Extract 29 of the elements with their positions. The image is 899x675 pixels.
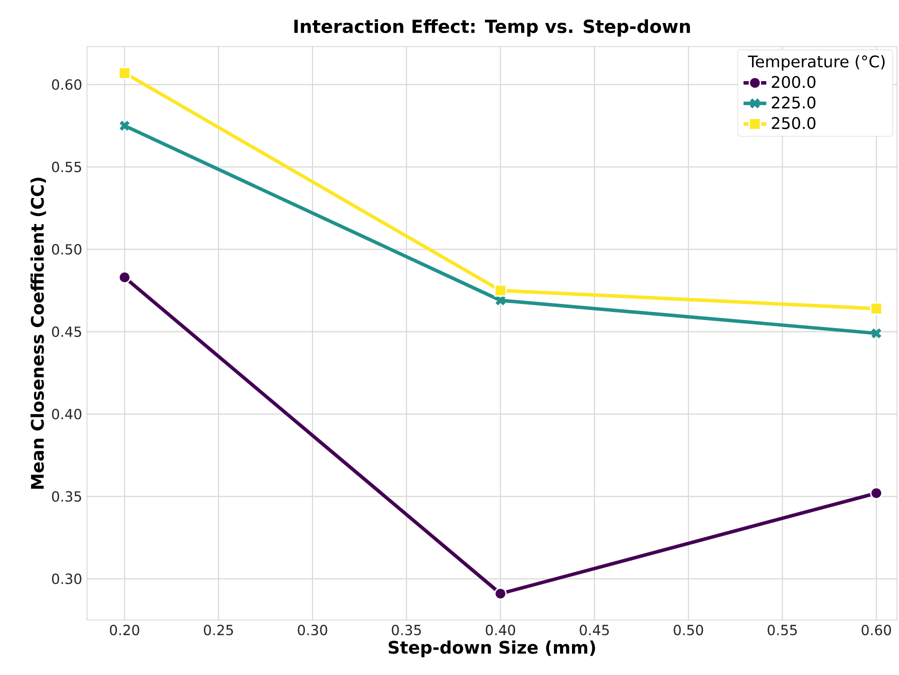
legend-label: 225.0 xyxy=(772,96,816,109)
y-tick-label: 0.50 xyxy=(52,244,82,255)
point xyxy=(870,302,883,315)
y-tick-label: 0.40 xyxy=(52,408,82,420)
point xyxy=(118,271,131,284)
legend-label: 200.0 xyxy=(772,76,816,88)
x-tick-label: 0.30 xyxy=(298,624,328,636)
point xyxy=(494,284,507,297)
point xyxy=(494,587,507,600)
point xyxy=(870,486,883,500)
legend-label: 250.0 xyxy=(772,117,816,130)
y-tick-label: 0.45 xyxy=(52,326,82,337)
y-tick-label: 0.60 xyxy=(52,79,82,90)
point xyxy=(118,66,131,80)
legend-title: Temperature (°C) xyxy=(748,55,885,71)
x-tick-label: 0.45 xyxy=(580,624,609,636)
x-tick-label: 0.55 xyxy=(768,624,797,636)
y-tick-label: 0.35 xyxy=(52,491,82,502)
chart-title: Interaction Effect: Temp vs. Step-down xyxy=(294,19,690,37)
x-tick-label: 0.20 xyxy=(110,624,140,636)
x-tick-label: 0.35 xyxy=(392,624,421,636)
x-tick-label: 0.25 xyxy=(204,624,233,636)
y-tick-label: 0.55 xyxy=(52,162,82,172)
x-tick-label: 0.50 xyxy=(674,624,704,636)
y-axis-title: Mean Closeness Coefficient (CC) xyxy=(30,178,46,489)
x-axis-title: Step-down Size (mm) xyxy=(388,640,596,658)
x-tick-label: 0.40 xyxy=(486,624,516,636)
y-tick-label: 0.30 xyxy=(52,574,82,584)
x-tick-label: 0.60 xyxy=(862,624,891,636)
